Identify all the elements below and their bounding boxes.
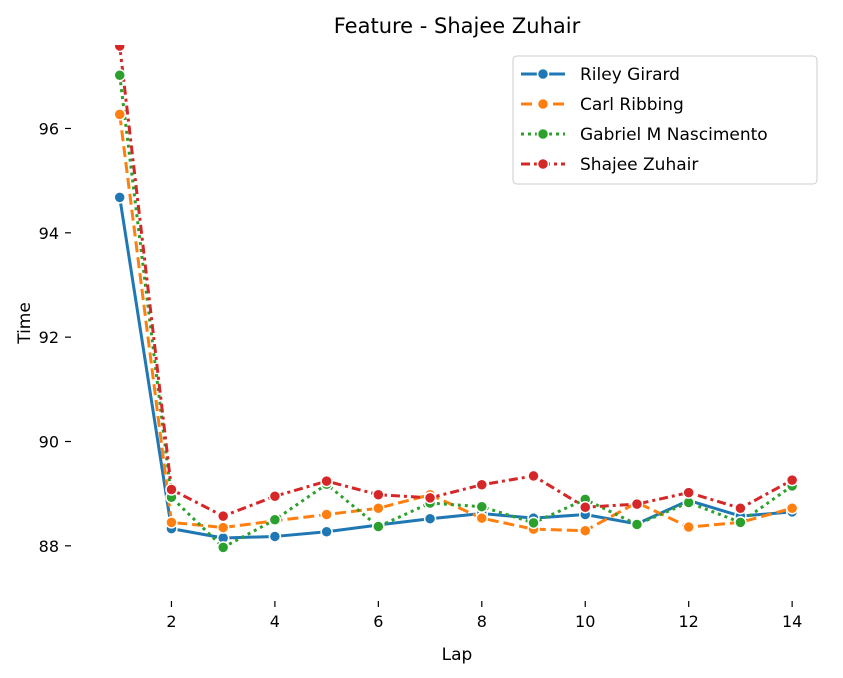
- series-line-carl-ribbing: [118, 114, 793, 533]
- data-point-shajee-zuhair: [372, 488, 385, 501]
- series-line-riley-girard: [118, 197, 793, 540]
- data-point-gabriel-m-nascimento: [268, 513, 282, 526]
- legend-marker: [536, 127, 550, 141]
- x-tick-label: 2: [166, 612, 176, 631]
- data-point-shajee-zuhair: [165, 483, 178, 496]
- legend-marker: [536, 97, 550, 111]
- chart-title: Feature - Shajee Zuhair: [334, 14, 581, 38]
- data-point-gabriel-m-nascimento: [113, 69, 126, 82]
- data-point-shajee-zuhair: [785, 473, 799, 487]
- x-tick-label: 12: [679, 612, 699, 631]
- data-point-carl-ribbing: [113, 108, 126, 121]
- data-point-carl-ribbing: [320, 508, 333, 521]
- data-point-carl-ribbing: [372, 502, 385, 515]
- data-point-gabriel-m-nascimento: [527, 516, 540, 530]
- x-tick-label: 6: [373, 612, 383, 631]
- legend-label: Carl Ribbing: [580, 95, 684, 115]
- legend-label: Shajee Zuhair: [580, 155, 698, 175]
- y-tick-label: 96: [39, 119, 59, 138]
- y-tick-label: 88: [39, 537, 59, 556]
- series-markers: [113, 45, 799, 554]
- data-point-gabriel-m-nascimento: [630, 518, 644, 531]
- data-point-carl-ribbing: [578, 524, 592, 537]
- data-point-gabriel-m-nascimento: [734, 516, 747, 529]
- data-point-shajee-zuhair: [475, 478, 489, 492]
- data-point-carl-ribbing: [682, 520, 695, 534]
- axis-ticks: 2 4 6 8 10 12 14 88 90 92 94 96: [39, 119, 803, 631]
- y-axis-label: Time: [15, 302, 35, 345]
- data-point-carl-ribbing: [785, 502, 799, 515]
- data-point-gabriel-m-nascimento: [372, 520, 385, 533]
- data-point-shajee-zuhair: [113, 45, 126, 53]
- x-tick-label: 10: [575, 612, 595, 631]
- y-tick-label: 90: [39, 432, 59, 451]
- data-point-gabriel-m-nascimento: [216, 541, 230, 554]
- legend-label: Riley Girard: [580, 65, 680, 85]
- x-axis-label: Lap: [442, 645, 473, 665]
- data-point-riley-girard: [113, 191, 126, 204]
- data-point-shajee-zuhair: [734, 502, 747, 515]
- data-point-shajee-zuhair: [423, 491, 437, 505]
- data-point-shajee-zuhair: [578, 500, 592, 514]
- data-point-riley-girard: [268, 530, 282, 543]
- x-tick-label: 4: [270, 612, 280, 631]
- data-point-shajee-zuhair: [682, 486, 695, 499]
- data-point-riley-girard: [423, 512, 437, 525]
- data-point-gabriel-m-nascimento: [475, 500, 489, 513]
- data-point-riley-girard: [320, 525, 333, 538]
- x-tick-label: 14: [782, 612, 802, 631]
- data-point-shajee-zuhair: [320, 474, 333, 488]
- data-point-carl-ribbing: [475, 511, 489, 525]
- legend-label: Gabriel M Nascimento: [580, 125, 768, 145]
- legend-marker: [536, 157, 550, 171]
- y-tick-label: 92: [39, 328, 59, 347]
- data-point-carl-ribbing: [216, 521, 230, 534]
- y-tick-label: 94: [39, 224, 59, 243]
- legend-marker: [536, 67, 550, 81]
- series-line-gabriel-m-nascimento: [118, 75, 794, 549]
- data-point-shajee-zuhair: [216, 509, 230, 523]
- data-point-shajee-zuhair: [268, 490, 282, 503]
- data-point-shajee-zuhair: [630, 497, 644, 511]
- series-line-shajee-zuhair: [118, 45, 793, 518]
- data-point-carl-ribbing: [165, 516, 178, 529]
- data-point-shajee-zuhair: [527, 469, 540, 483]
- series-lines: [118, 45, 794, 549]
- x-tick-label: 8: [477, 612, 487, 631]
- chart-legend: Riley Girard Carl Ribbing Gabriel M Nascim…: [512, 55, 818, 185]
- legend-box: [512, 55, 818, 185]
